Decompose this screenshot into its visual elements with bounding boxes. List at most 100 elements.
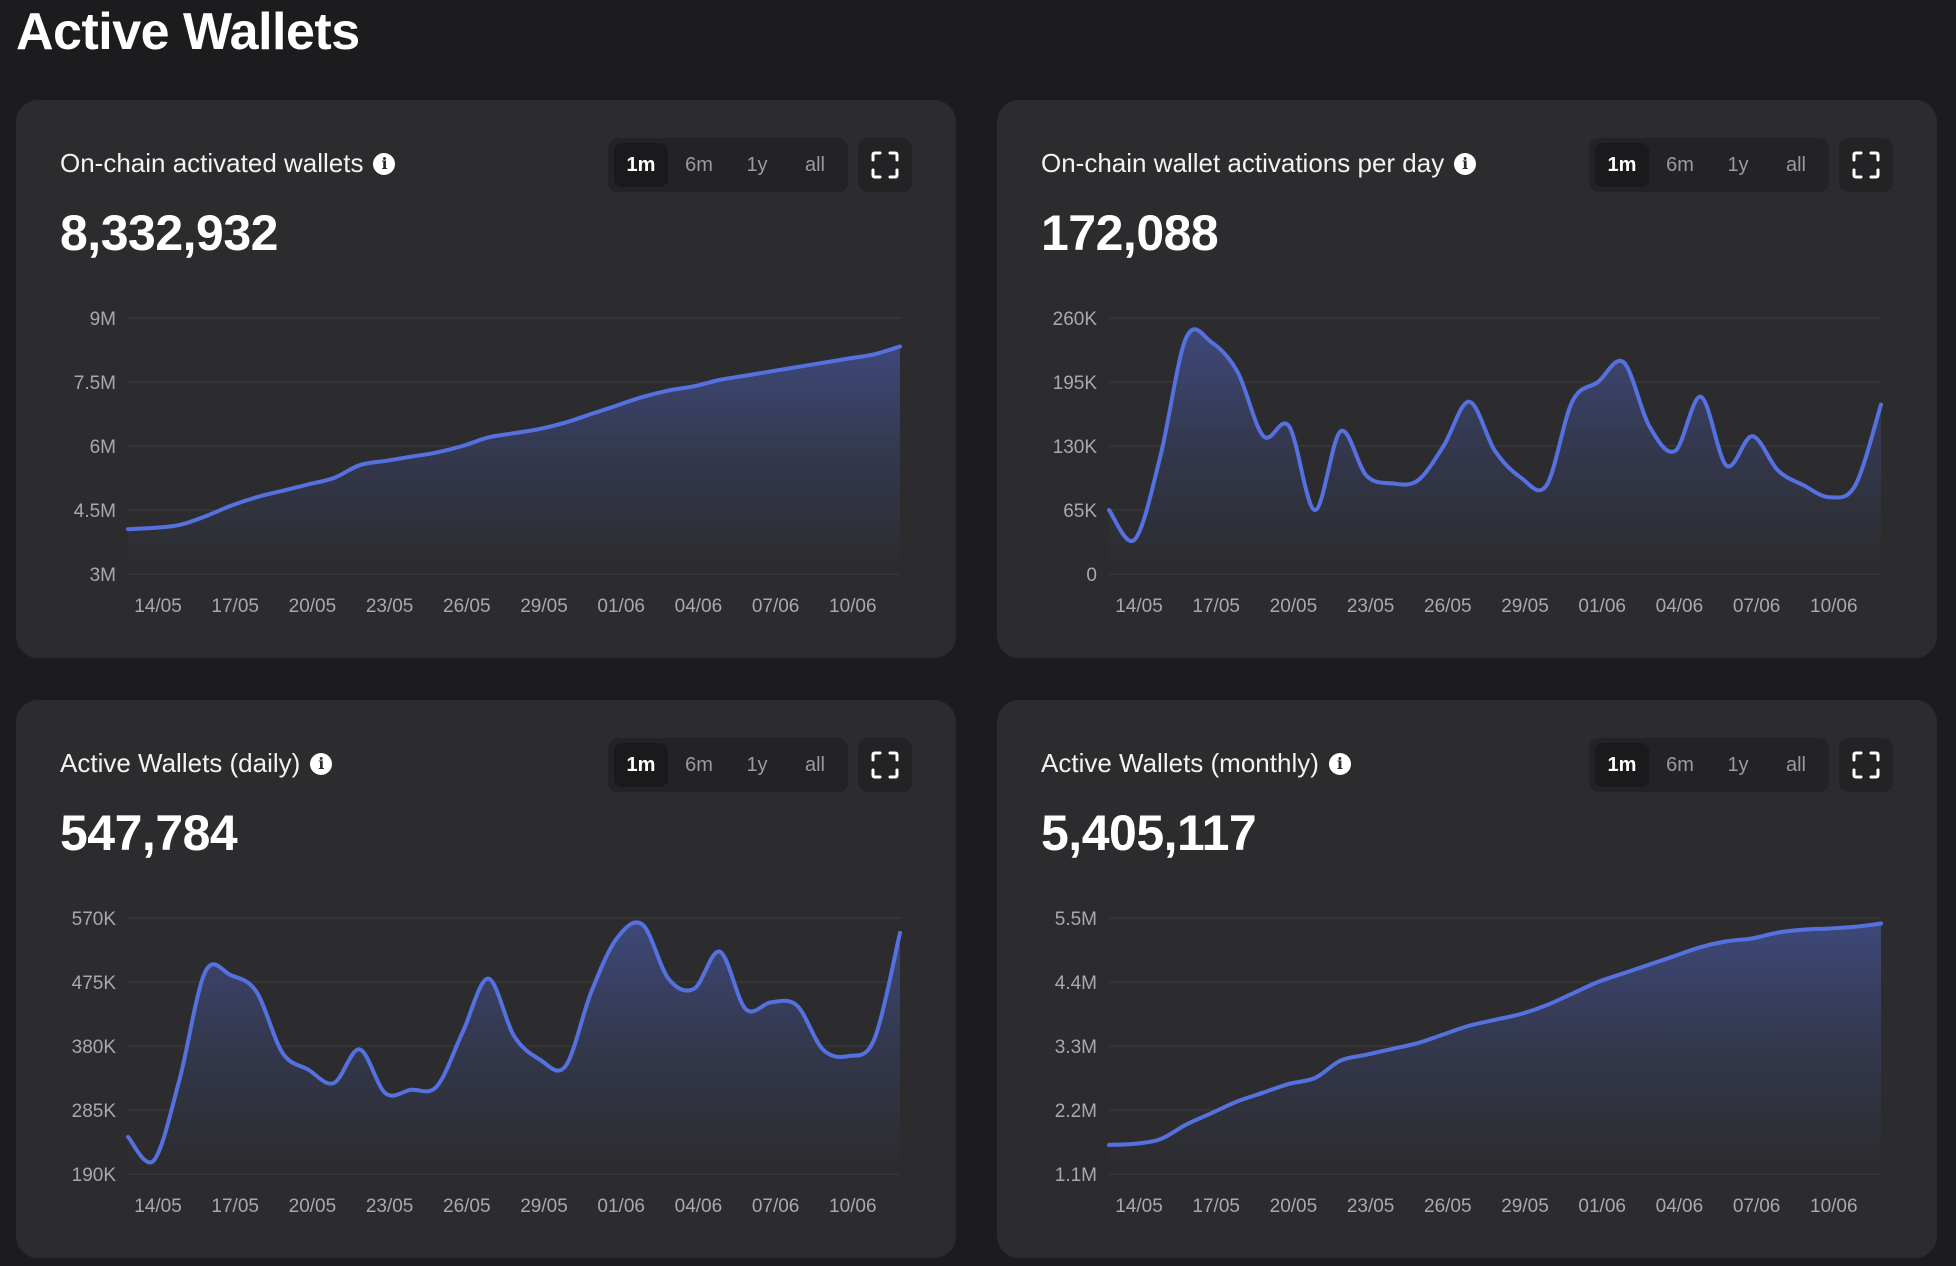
chart-card: Active Wallets (monthly) i 5,405,117 1m 6m 1y… — [997, 700, 1937, 1258]
y-tick-label: 475K — [72, 973, 117, 994]
area-fill — [1109, 923, 1881, 1174]
info-icon[interactable]: i — [373, 152, 396, 175]
x-tick-label: 29/05 — [520, 596, 568, 617]
info-icon[interactable]: i — [1454, 152, 1477, 175]
x-tick-label: 10/06 — [829, 596, 877, 617]
card-value: 5,405,117 — [1041, 805, 1257, 861]
y-tick-label: 570K — [72, 909, 117, 930]
x-tick-label: 04/06 — [1656, 596, 1704, 617]
range-button-1y[interactable]: 1y — [746, 153, 768, 176]
card-title-text: Active Wallets (daily) — [60, 748, 301, 778]
x-tick-label: 20/05 — [289, 596, 337, 617]
card-title-text: On-chain wallet activations per day — [1041, 148, 1445, 178]
range-button-6m[interactable]: 6m — [1666, 753, 1694, 776]
series-line — [126, 920, 902, 1165]
x-tick-label: 07/06 — [752, 1196, 800, 1217]
y-tick-label: 5.5M — [1055, 909, 1097, 930]
card-value: 172,088 — [1041, 205, 1219, 261]
y-tick-label: 2.2M — [1055, 1101, 1097, 1122]
y-tick-label: 4.4M — [1055, 973, 1097, 994]
y-tick-label: 1.1M — [1055, 1165, 1097, 1186]
expand-icon — [871, 151, 899, 179]
area-chart: 9M 7.5M 6M 4.5M 3M 14/05 17/05 20/05 23/05 26/05 2… — [74, 309, 902, 617]
x-tick-label: 04/06 — [1656, 1196, 1704, 1217]
fullscreen-button[interactable] — [1839, 138, 1893, 192]
x-tick-label: 29/05 — [520, 1196, 568, 1217]
range-button-1m[interactable]: 1m — [614, 143, 668, 187]
x-tick-label: 04/06 — [675, 1196, 723, 1217]
x-tick-label: 01/06 — [597, 596, 645, 617]
chart-card: Active Wallets (daily) i 547,784 1m 6m 1y all 5… — [16, 700, 956, 1258]
x-tick-label: 23/05 — [1347, 596, 1395, 617]
x-tick-label: 20/05 — [1270, 1196, 1318, 1217]
card-title: Active Wallets (monthly) i — [1041, 748, 1351, 779]
range-button-all[interactable]: all — [1785, 753, 1806, 776]
x-tick-label: 17/05 — [1192, 596, 1240, 617]
x-tick-label: 14/05 — [134, 596, 182, 617]
x-tick-label: 17/05 — [211, 596, 259, 617]
expand-icon — [1852, 151, 1880, 179]
x-tick-label: 07/06 — [752, 596, 800, 617]
x-tick-label: 26/05 — [443, 596, 491, 617]
area-chart: 570K 475K 380K 285K 190K 14/05 17/05 20/05 23/05… — [72, 909, 902, 1217]
area-fill — [128, 922, 900, 1174]
y-tick-label: 130K — [1053, 437, 1098, 458]
range-button-1m[interactable]: 1m — [1595, 143, 1649, 187]
y-tick-label: 380K — [72, 1037, 117, 1058]
x-tick-label: 26/05 — [1424, 596, 1472, 617]
x-tick-label: 01/06 — [1578, 1196, 1626, 1217]
fullscreen-button[interactable] — [858, 738, 912, 792]
x-tick-label: 26/05 — [1424, 1196, 1472, 1217]
y-tick-label: 6M — [90, 437, 116, 458]
info-icon[interactable]: i — [1328, 752, 1351, 775]
range-button-1y[interactable]: 1y — [1727, 753, 1749, 776]
y-tick-label: 4.5M — [74, 501, 116, 522]
x-tick-label: 26/05 — [443, 1196, 491, 1217]
y-tick-label: 190K — [72, 1165, 117, 1186]
range-button-1y[interactable]: 1y — [1727, 153, 1749, 176]
expand-icon — [1852, 751, 1880, 779]
chart-card: On-chain activated wallets i 8,332,932 1m 6m… — [16, 100, 956, 658]
fullscreen-button[interactable] — [858, 138, 912, 192]
card-title: Active Wallets (daily) i — [60, 748, 333, 779]
card-title: On-chain activated wallets i — [60, 148, 396, 179]
fullscreen-button[interactable] — [1839, 738, 1893, 792]
chart-card: On-chain wallet activations per day i 172,… — [997, 100, 1937, 658]
range-button-all[interactable]: all — [804, 153, 825, 176]
y-tick-label: 260K — [1053, 309, 1098, 330]
card-value: 547,784 — [60, 805, 238, 861]
range-button-6m[interactable]: 6m — [685, 153, 713, 176]
series-line — [1107, 921, 1883, 1147]
y-tick-label: 9M — [90, 309, 116, 330]
range-selector: 1m 6m 1y all — [1589, 738, 1829, 792]
range-selector: 1m 6m 1y all — [1589, 138, 1829, 192]
x-tick-label: 29/05 — [1501, 596, 1549, 617]
range-button-1m[interactable]: 1m — [1595, 743, 1649, 787]
range-button-all[interactable]: all — [804, 753, 825, 776]
range-button-6m[interactable]: 6m — [685, 753, 713, 776]
x-tick-label: 14/05 — [1115, 596, 1163, 617]
info-icon[interactable]: i — [310, 752, 333, 775]
range-button-all[interactable]: all — [1785, 153, 1806, 176]
range-button-1y[interactable]: 1y — [746, 753, 768, 776]
x-tick-label: 10/06 — [1810, 1196, 1858, 1217]
y-tick-label: 3M — [90, 565, 116, 586]
series-line — [126, 344, 902, 532]
x-tick-label: 20/05 — [1270, 596, 1318, 617]
x-tick-label: 01/06 — [1578, 596, 1626, 617]
y-tick-label: 195K — [1053, 373, 1098, 394]
y-tick-label: 7.5M — [74, 373, 116, 394]
x-tick-label: 23/05 — [1347, 1196, 1395, 1217]
card-title-text: Active Wallets (monthly) — [1041, 748, 1319, 778]
area-chart: 5.5M 4.4M 3.3M 2.2M 1.1M 14/05 17/05 20/05 23/05… — [1055, 909, 1883, 1217]
y-tick-label: 3.3M — [1055, 1037, 1097, 1058]
range-button-1m[interactable]: 1m — [614, 743, 668, 787]
card-title: On-chain wallet activations per day i — [1041, 148, 1477, 179]
range-button-6m[interactable]: 6m — [1666, 153, 1694, 176]
x-tick-label: 17/05 — [211, 1196, 259, 1217]
x-tick-label: 14/05 — [134, 1196, 182, 1217]
x-tick-label: 07/06 — [1733, 1196, 1781, 1217]
x-tick-label: 20/05 — [289, 1196, 337, 1217]
area-chart: 260K 195K 130K 65K 0 14/05 17/05 20/05 23/05 26/0… — [1053, 309, 1883, 617]
page-title: Active Wallets — [16, 3, 360, 61]
